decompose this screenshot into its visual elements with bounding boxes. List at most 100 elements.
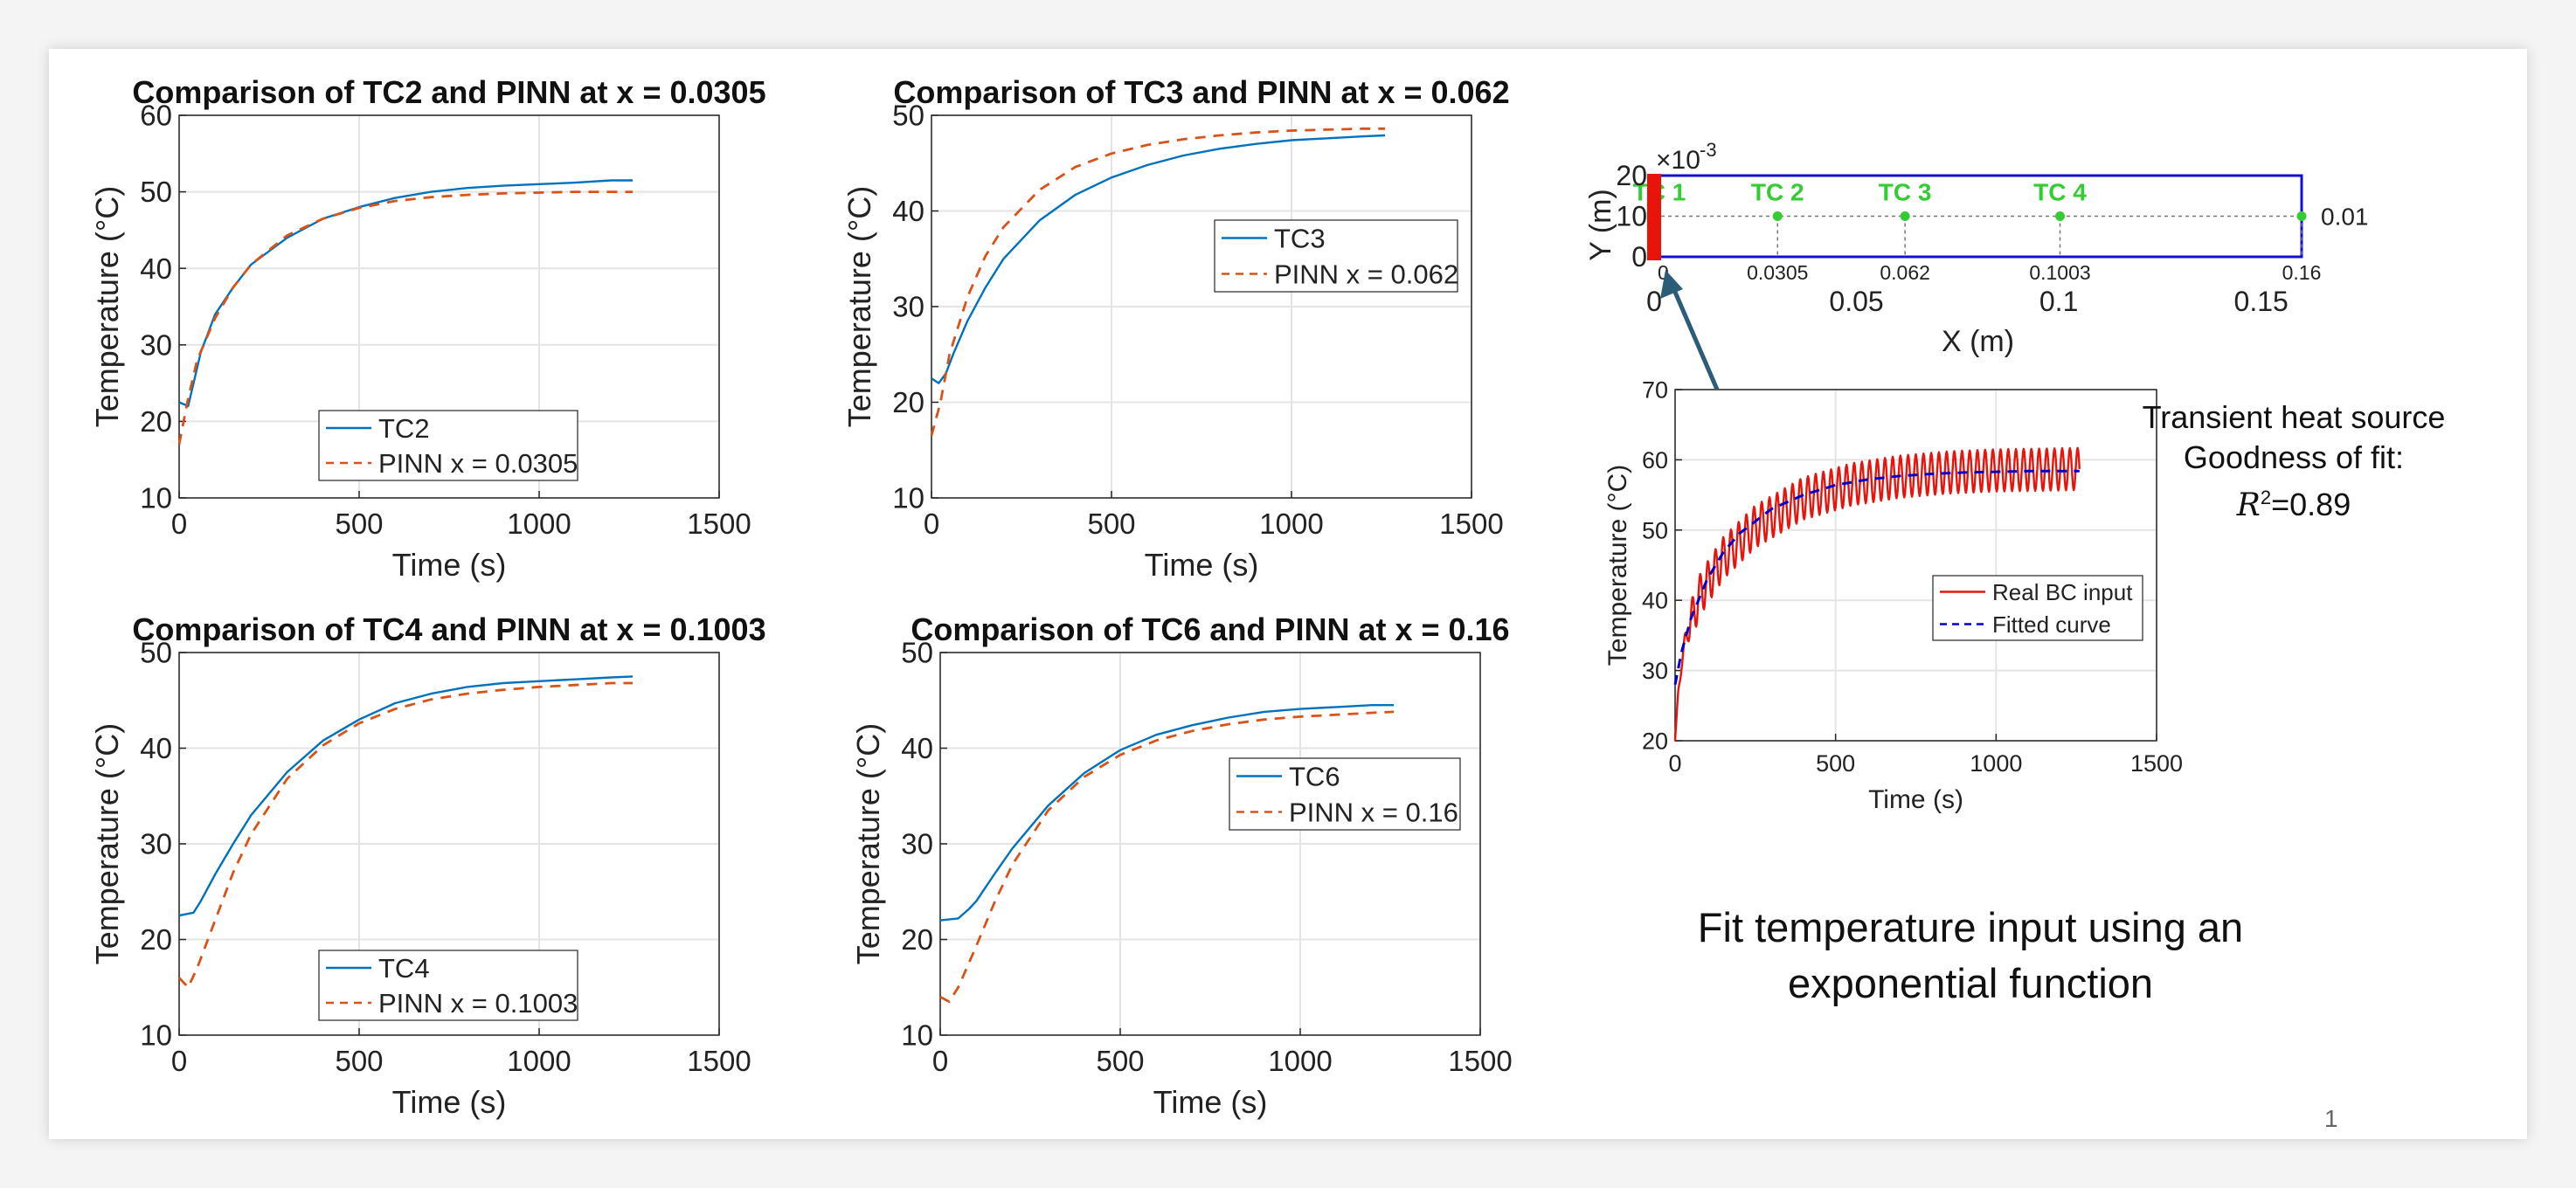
y-axis-label: Y (m) — [1584, 189, 1617, 260]
chart-title: Comparison of TC4 and PINN at x = 0.1003 — [132, 611, 765, 647]
x-tick-label: 0.05 — [1829, 286, 1883, 317]
y-tick-label: 20 — [901, 923, 933, 956]
x-axis-label: X (m) — [1942, 325, 2014, 358]
y-tick-label: 40 — [901, 732, 933, 764]
legend-box — [318, 410, 578, 481]
r2-symbol: R — [2236, 487, 2261, 523]
y-tick-label: 20 — [1616, 160, 1647, 191]
x-axis-label: Time (s) — [1868, 785, 1963, 814]
sensor-label: TC 2 — [1751, 179, 1804, 206]
goodness-label: Goodness of fit: — [2183, 439, 2405, 475]
y-tick-label: 20 — [140, 923, 172, 956]
x-axis-label: Time (s) — [392, 1084, 507, 1120]
legend-box — [318, 950, 578, 1021]
series-line-1 — [931, 134, 1386, 384]
y-multiplier-exponent: -3 — [1700, 139, 1717, 161]
y-tick-label: 10 — [140, 1019, 172, 1052]
legend-box — [1932, 575, 2143, 641]
y-axis-label: Temperature (°C) — [850, 723, 886, 964]
y-tick-label: 10 — [140, 482, 172, 515]
r2-line: R2=0.89 — [2102, 478, 2486, 526]
x-tick-label: 0 — [1646, 286, 1662, 317]
x-tick-label: 0 — [924, 508, 939, 540]
legend-label-1: Real BC input — [1992, 579, 2133, 605]
series-line-2 — [177, 681, 634, 989]
x-tick-label: 1500 — [1439, 508, 1503, 540]
legend-label-1: TC4 — [378, 953, 430, 984]
x-tick-label: 1000 — [507, 508, 571, 540]
connector-arrow-head — [1660, 270, 1683, 299]
sensor-label: TC 4 — [2033, 179, 2087, 206]
x-tick-label: 0.1 — [2039, 286, 2078, 317]
axes-box — [178, 114, 720, 499]
sensor-x-label: 0.1003 — [2029, 261, 2090, 284]
y-multiplier-label: ×10 — [1656, 146, 1700, 175]
y-tick-label: 10 — [892, 482, 924, 515]
chart-title: Comparison of TC3 and PINN at x = 0.062 — [893, 74, 1509, 110]
y-tick-label: 50 — [901, 637, 933, 669]
sensor-marker — [1900, 211, 1910, 221]
y-tick-label: 10 — [1616, 201, 1647, 232]
legend-label-1: TC3 — [1274, 224, 1326, 254]
y-axis-label: Temperature (°C) — [89, 723, 125, 964]
x-tick-label: 1000 — [1259, 508, 1323, 540]
sensor-marker — [2055, 211, 2066, 221]
legend-label-2: PINN x = 0.16 — [1289, 798, 1458, 828]
y-axis-label: Temperature (°C) — [1603, 465, 1632, 666]
r2-value: =0.89 — [2271, 487, 2351, 522]
heat-source-bar — [1647, 174, 1661, 260]
legend-box — [1229, 757, 1461, 831]
series-line-2 — [939, 710, 1395, 1004]
plot-area — [1675, 390, 2157, 741]
legend-label-1: TC6 — [1289, 762, 1340, 792]
y-axis-label: Temperature (°C) — [841, 186, 877, 427]
y-tick-label: 50 — [140, 176, 172, 208]
x-tick-label: 500 — [335, 508, 383, 540]
y-tick-label: 20 — [892, 386, 924, 418]
x-tick-label: 500 — [1816, 750, 1855, 777]
y-tick-label: 30 — [140, 828, 172, 860]
y-tick-label: 70 — [1642, 376, 1668, 403]
y-tick-label: 50 — [892, 100, 924, 132]
y-tick-label: 30 — [892, 291, 924, 323]
sensor-label: TC 3 — [1879, 179, 1932, 206]
x-axis-label: Time (s) — [1145, 547, 1259, 583]
x-tick-label: 1000 — [1970, 750, 2022, 777]
x-tick-label: 0 — [171, 1045, 187, 1077]
chart-title: Comparison of TC6 and PINN at x = 0.16 — [911, 611, 1509, 647]
y-tick-label: 40 — [1642, 588, 1668, 614]
x-tick-label: 1000 — [507, 1045, 571, 1077]
x-axis-label: Time (s) — [392, 547, 507, 583]
page-number: 1 — [2324, 1105, 2338, 1132]
sensor-marker — [2296, 211, 2307, 221]
series-line-2 — [177, 190, 634, 445]
y-tick-label: 40 — [140, 252, 172, 285]
slide-caption: Fit temperature input using an exponenti… — [1612, 900, 2329, 1012]
y-tick-label: 10 — [901, 1019, 933, 1052]
y-tick-label: 20 — [1642, 728, 1668, 754]
sensor-x-label: 0.0305 — [1747, 261, 1808, 284]
y-axis-label: Temperature (°C) — [89, 186, 125, 427]
y-tick-label: 20 — [140, 405, 172, 438]
heat-source-note: Transient heat source Goodness of fit: R… — [2102, 397, 2486, 526]
x-tick-label: 500 — [1096, 1045, 1144, 1077]
y-tick-label: 60 — [1642, 447, 1668, 473]
y-tick-label: 40 — [892, 195, 924, 227]
legend-label-2: PINN x = 0.0305 — [378, 448, 578, 479]
r2-exponent: 2 — [2260, 487, 2272, 508]
heat-source-label: Transient heat source — [2142, 399, 2446, 435]
series-line-1 — [939, 704, 1395, 922]
y-tick-label: 60 — [140, 100, 172, 132]
axes-box — [1674, 389, 2157, 742]
legend-label-2: Fitted curve — [1992, 611, 2111, 638]
legend-label-1: TC2 — [378, 413, 430, 444]
caption-line-1: Fit temperature input using an — [1697, 904, 2244, 950]
y-tick-label: 40 — [140, 732, 172, 764]
x-tick-label: 1500 — [2130, 750, 2183, 777]
legend-box — [1214, 219, 1458, 293]
sensor-x-label: 0.062 — [1880, 261, 1930, 284]
centerline-value-label: 0.01 — [2321, 204, 2369, 231]
x-tick-label: 1000 — [1268, 1045, 1332, 1077]
series-line-1 — [178, 675, 634, 917]
